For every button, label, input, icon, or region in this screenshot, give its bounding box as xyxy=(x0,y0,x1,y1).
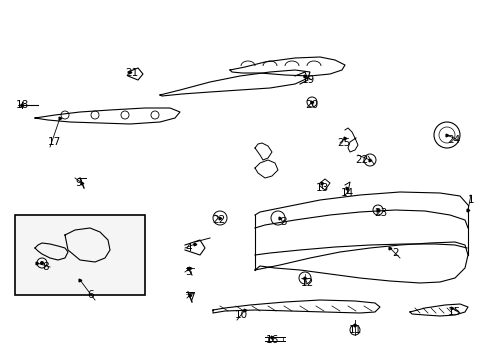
Text: 23: 23 xyxy=(374,208,387,218)
Text: 6: 6 xyxy=(87,290,94,300)
Text: 19: 19 xyxy=(301,75,314,85)
Text: 3: 3 xyxy=(279,217,286,227)
Text: 8: 8 xyxy=(42,262,49,272)
Text: 11: 11 xyxy=(347,325,361,335)
Text: 9: 9 xyxy=(76,178,82,188)
Text: 15: 15 xyxy=(447,307,460,317)
Text: 22: 22 xyxy=(355,155,368,165)
Text: 20: 20 xyxy=(305,100,318,110)
Text: 10: 10 xyxy=(234,310,247,320)
Text: 22: 22 xyxy=(212,215,225,225)
Text: 5: 5 xyxy=(185,267,192,277)
Text: 21: 21 xyxy=(125,68,138,78)
Text: 4: 4 xyxy=(185,243,192,253)
Bar xyxy=(15,215,145,295)
Text: 12: 12 xyxy=(300,278,313,288)
Circle shape xyxy=(40,261,44,265)
Text: 24: 24 xyxy=(447,135,460,145)
Text: 1: 1 xyxy=(467,195,473,205)
Text: 2: 2 xyxy=(392,248,399,258)
Text: 13: 13 xyxy=(315,183,328,193)
Text: 14: 14 xyxy=(340,188,353,198)
Text: 25: 25 xyxy=(337,138,350,148)
Text: 18: 18 xyxy=(15,100,29,110)
Text: 16: 16 xyxy=(265,335,278,345)
Text: 17: 17 xyxy=(47,137,61,147)
Text: 7: 7 xyxy=(187,293,194,303)
